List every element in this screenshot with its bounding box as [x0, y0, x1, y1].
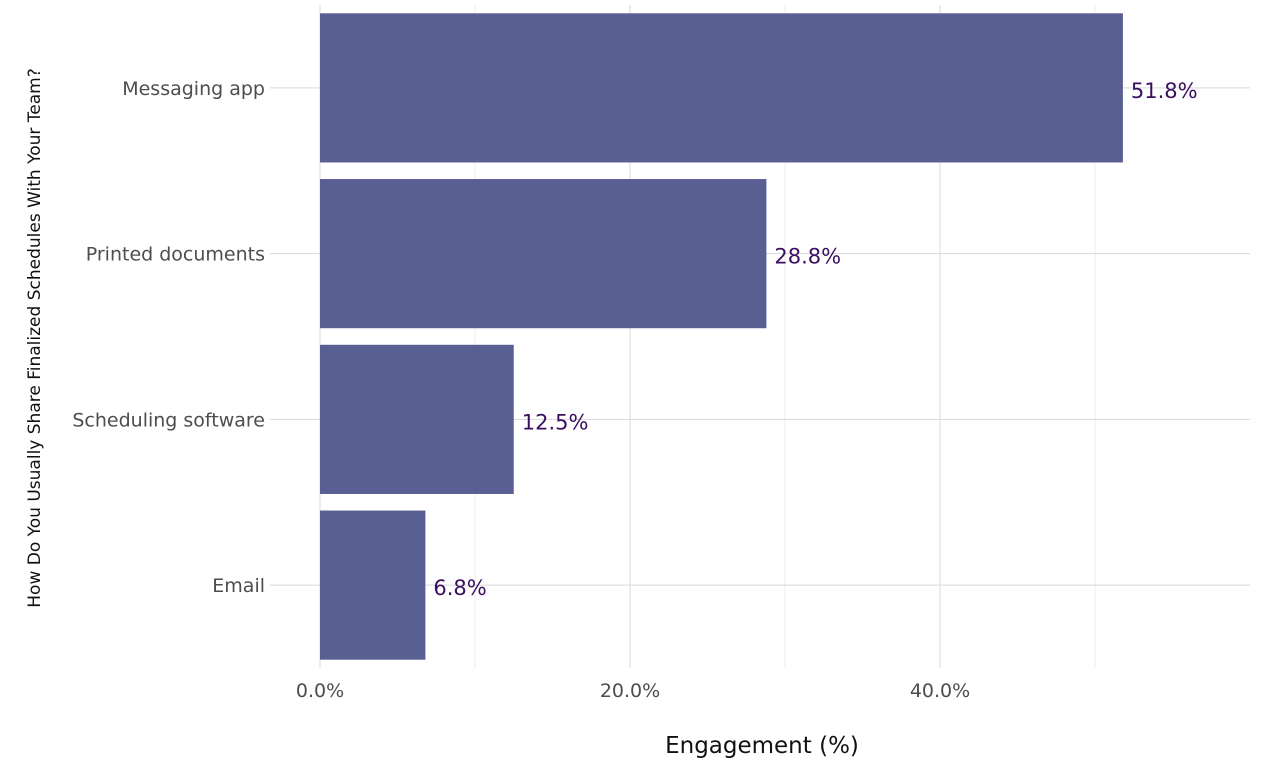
y-tick-label: Printed documents — [86, 244, 265, 266]
bar-email — [320, 510, 426, 660]
y-tick-label: Email — [212, 575, 265, 597]
x-axis-title: Engagement (%) — [665, 733, 859, 759]
data-label: 51.8% — [1131, 79, 1198, 103]
y-tick-label: Scheduling software — [72, 409, 265, 431]
y-axis-title: How Do You Usually Share Finalized Sched… — [25, 68, 45, 607]
bars — [320, 13, 1123, 660]
data-label: 28.8% — [774, 245, 841, 269]
y-tick-label: Messaging app — [122, 78, 265, 100]
bar-messaging-app — [320, 13, 1123, 163]
y-axis-tick-labels: Messaging app Printed documents Scheduling… — [72, 78, 265, 597]
data-label: 12.5% — [522, 410, 589, 434]
x-tick-label: 20.0% — [600, 680, 660, 702]
data-label: 6.8% — [433, 576, 486, 600]
bar-scheduling-software — [320, 344, 514, 494]
x-tick-label: 0.0% — [296, 680, 344, 702]
data-labels: 51.8% 28.8% 12.5% 6.8% — [433, 79, 1197, 600]
bar-printed-documents — [320, 179, 767, 329]
x-axis-tick-labels: 0.0% 20.0% 40.0% — [296, 680, 970, 702]
x-tick-label: 40.0% — [910, 680, 970, 702]
